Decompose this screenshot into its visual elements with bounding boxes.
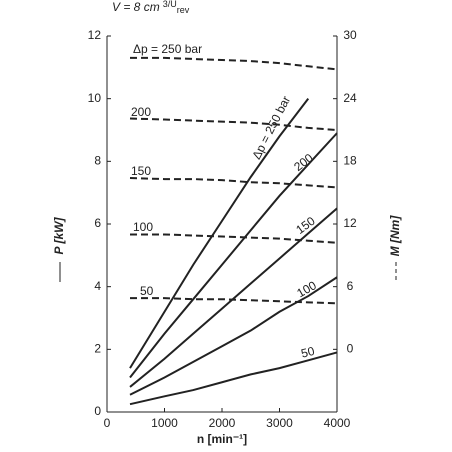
torque-line [129,177,338,189]
y2-tick-label: 18 [343,154,357,168]
y2-tick-label: 24 [343,91,357,105]
series-label: 100 [133,220,153,234]
series-label: 50 [300,344,317,361]
title-sub: rev [177,5,190,15]
y2-tick-label: 30 [343,28,357,42]
y2-tick-label: 0 [347,342,354,356]
x-axis-label: n [min⁻¹] [197,432,247,446]
title-text: V = 8 cm [112,0,160,14]
y-tick-label: 6 [94,216,101,230]
series-label: 200 [131,105,151,119]
y2-axis-label: M [Nm] [388,215,402,257]
y2-tick-label: 12 [343,216,357,230]
series-label: 100 [294,278,319,300]
power-line [129,98,310,369]
series-label: 150 [293,214,318,237]
x-tick-label: 2000 [209,416,236,430]
power-line [129,276,338,396]
torque-line [129,117,338,131]
y-tick-label: 0 [94,404,101,418]
y-axis-label: P [kW] [52,217,66,255]
power-line [129,207,338,388]
power-line [129,351,338,406]
x-tick-label: 0 [104,416,111,430]
x-tick-label: 4000 [324,416,351,430]
x-tick-label: 1000 [151,416,178,430]
title-sup: 3/U [163,0,177,9]
y-tick-label: 4 [94,279,101,293]
y-tick-label: 8 [94,154,101,168]
torque-line [130,297,338,305]
series-label: 50 [140,284,154,298]
x-tick-label: 3000 [266,416,293,430]
chart-title: V = 8 cm 3/Urev [112,0,190,15]
y-tick-label: 12 [88,28,102,42]
series-label: 150 [131,164,151,178]
power-line [129,132,338,379]
y-tick-label: 10 [88,91,102,105]
torque-line [130,233,338,244]
y2-tick-label: 6 [347,279,354,293]
series-label: 200 [291,150,316,174]
series-label: Δp = 250 bar [133,42,202,56]
torque-line [130,56,338,71]
y-tick-label: 2 [94,342,101,356]
